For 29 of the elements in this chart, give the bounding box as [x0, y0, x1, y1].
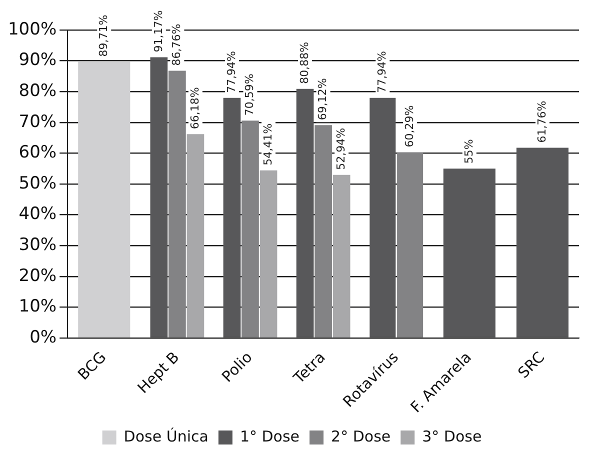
- data-label: 70,59%: [243, 74, 256, 116]
- y-tick-label: 10%: [18, 296, 57, 317]
- data-label: 55%: [462, 139, 476, 164]
- y-tick-label: 90%: [18, 50, 57, 70]
- data-label: 89,71%: [96, 14, 110, 57]
- data-label: 61,76%: [535, 100, 548, 143]
- y-tick-label: 70%: [18, 112, 57, 132]
- data-label: 66,18%: [188, 87, 202, 130]
- y-tick-label: 100%: [8, 19, 57, 40]
- y-tick-label: 0%: [30, 327, 57, 348]
- data-label: 91,17%: [152, 10, 165, 52]
- y-tick-label: 80%: [18, 81, 57, 102]
- y-tick-label: 50%: [18, 173, 57, 194]
- data-label: 80,88%: [298, 42, 311, 84]
- data-label: 86,76%: [170, 24, 184, 66]
- y-tick-label: 40%: [18, 204, 57, 224]
- data-label: 69,12%: [316, 78, 330, 120]
- data-label: 60,29%: [402, 105, 416, 148]
- legend-label: 1° Dose: [240, 427, 300, 446]
- data-label: 77,94%: [224, 50, 238, 93]
- y-tick-label: 20%: [18, 266, 57, 286]
- legend-label: 3° Dose: [422, 427, 482, 446]
- y-tick-label: 60%: [18, 142, 57, 163]
- legend-label: 2° Dose: [331, 427, 391, 446]
- legend-label: Dose Única: [124, 427, 208, 446]
- y-tick-label: 30%: [18, 234, 57, 255]
- data-label: 52,94%: [334, 128, 348, 170]
- data-label: 77,94%: [376, 50, 389, 93]
- data-label: 54,41%: [261, 123, 274, 166]
